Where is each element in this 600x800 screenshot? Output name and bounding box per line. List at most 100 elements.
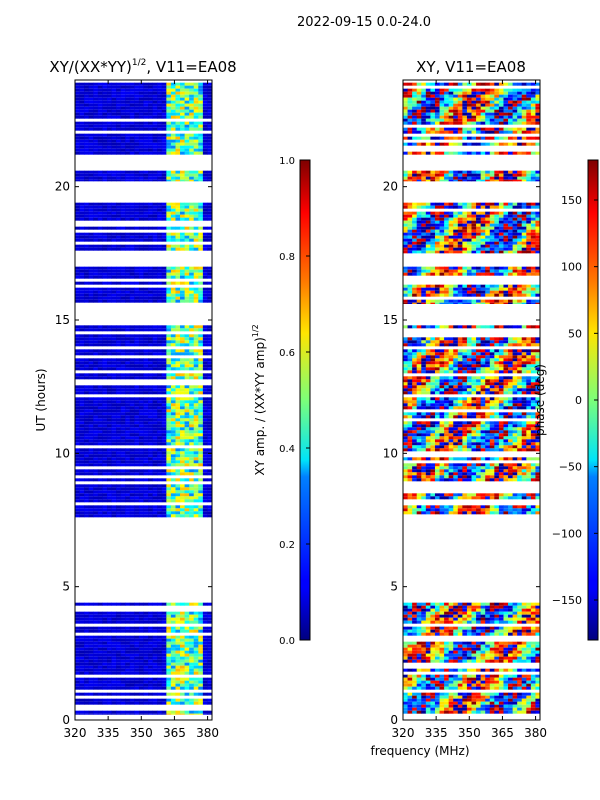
heatmap-cell	[102, 463, 108, 467]
heatmap-cell	[503, 698, 509, 702]
heatmap-cell	[75, 244, 80, 248]
heatmap-cell	[152, 94, 158, 98]
heatmap-cell	[106, 442, 112, 446]
heatmap-cell	[138, 337, 144, 341]
heatmap-cell	[498, 653, 504, 657]
heatmap-cell	[403, 614, 408, 618]
heatmap-cell	[430, 704, 436, 708]
heatmap-cell	[412, 710, 418, 714]
heatmap-cell	[157, 208, 163, 212]
heatmap-cell	[480, 695, 486, 699]
heatmap-cell	[207, 644, 213, 648]
heatmap-cell	[530, 343, 536, 347]
heatmap-cell	[457, 677, 463, 681]
heatmap-cell	[471, 701, 477, 705]
heatmap-cell	[120, 290, 126, 294]
heatmap-cell	[120, 296, 126, 300]
heatmap-cell	[148, 202, 154, 206]
heatmap-cell	[138, 290, 144, 294]
heatmap-cell	[79, 656, 85, 660]
heatmap-cell	[148, 328, 154, 332]
heatmap-cell	[84, 659, 90, 663]
heatmap-cell	[148, 226, 154, 230]
heatmap-cell	[129, 617, 135, 621]
heatmap-cell	[189, 650, 195, 654]
heatmap-cell	[407, 698, 413, 702]
heatmap-cell	[494, 701, 500, 705]
heatmap-cell	[184, 400, 190, 404]
heatmap-cell	[161, 659, 167, 663]
heatmap-cell	[93, 442, 99, 446]
heatmap-cell	[84, 626, 90, 630]
heatmap-cell	[412, 659, 418, 663]
heatmap-cell	[143, 430, 149, 434]
heatmap-cell	[425, 683, 431, 687]
heatmap-cell	[97, 214, 103, 218]
heatmap-cell	[134, 433, 140, 437]
heatmap-cell	[166, 115, 172, 119]
heatmap-cell	[166, 170, 172, 174]
heatmap-cell	[189, 638, 195, 642]
heatmap-cell	[93, 478, 99, 482]
heatmap-cell	[75, 638, 80, 642]
heatmap-cell	[189, 94, 195, 98]
heatmap-cell	[202, 334, 208, 338]
heatmap-cell	[97, 358, 103, 362]
heatmap-cell	[526, 686, 532, 690]
heatmap-cell	[166, 85, 172, 89]
heatmap-cell	[193, 272, 199, 276]
heatmap-cell	[184, 287, 190, 291]
heatmap-cell	[116, 170, 122, 174]
heatmap-cell	[84, 418, 90, 422]
heatmap-cell	[79, 448, 85, 452]
heatmap-cell	[161, 710, 167, 714]
heatmap-cell	[184, 337, 190, 341]
heatmap-cell	[97, 112, 103, 116]
amplitude-colorbar-gradient	[299, 159, 311, 641]
heatmap-cell	[434, 650, 440, 654]
heatmap-cell	[97, 460, 103, 464]
heatmap-cell	[466, 602, 472, 606]
heatmap-cell	[421, 692, 427, 696]
heatmap-cell	[207, 211, 213, 215]
heatmap-cell	[152, 145, 158, 149]
heatmap-cell	[207, 701, 213, 705]
heatmap-cell	[161, 334, 167, 338]
heatmap-cell	[207, 235, 213, 239]
heatmap-cell	[412, 614, 418, 618]
heatmap-cell	[152, 701, 158, 705]
heatmap-cell	[480, 680, 486, 684]
heatmap-cell	[111, 364, 117, 368]
heatmap-cell	[75, 139, 80, 143]
heatmap-cell	[88, 499, 94, 503]
heatmap-cell	[84, 106, 90, 110]
heatmap-cell	[134, 290, 140, 294]
heatmap-cell	[193, 88, 199, 92]
heatmap-cell	[120, 328, 126, 332]
heatmap-cell	[79, 244, 85, 248]
heatmap-cell	[494, 614, 500, 618]
heatmap-cell	[462, 620, 468, 624]
heatmap-cell	[79, 364, 85, 368]
heatmap-cell	[175, 115, 181, 119]
heatmap-cell	[129, 124, 135, 128]
heatmap-cell	[425, 611, 431, 615]
heatmap-cell	[84, 139, 90, 143]
heatmap-cell	[189, 235, 195, 239]
heatmap-cell	[508, 641, 513, 645]
heatmap-cell	[93, 148, 99, 152]
heatmap-cell	[416, 695, 422, 699]
heatmap-cell	[152, 269, 158, 273]
heatmap-cell	[161, 299, 167, 303]
heatmap-cell	[198, 334, 204, 338]
heatmap-cell	[143, 602, 149, 606]
heatmap-cell	[93, 656, 99, 660]
heatmap-cell	[471, 686, 477, 690]
heatmap-cell	[462, 340, 468, 344]
heatmap-cell	[466, 701, 472, 705]
heatmap-cell	[184, 211, 190, 215]
heatmap-cell	[434, 698, 440, 702]
heatmap-cell	[129, 293, 135, 297]
heatmap-cell	[448, 340, 454, 344]
heatmap-cell	[125, 430, 131, 434]
